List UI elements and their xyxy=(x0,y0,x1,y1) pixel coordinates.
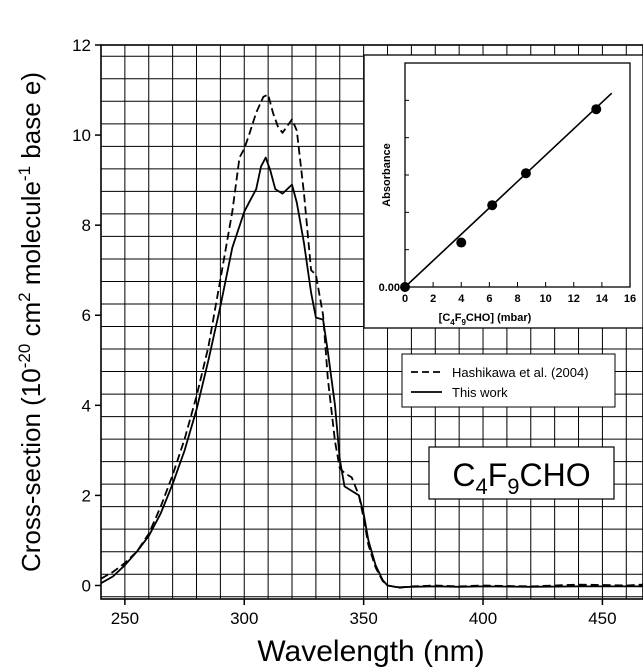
inset-data-point xyxy=(456,238,466,248)
y-axis-label-mid: cm xyxy=(16,302,46,344)
inset-x-tick-label: 16 xyxy=(624,293,636,305)
inset-x-tick-label: 12 xyxy=(568,293,580,305)
compound-label-sub1: 4 xyxy=(475,474,487,499)
x-tick-label: 450 xyxy=(588,609,616,628)
legend-label-hashikawa: Hashikawa et al. (2004) xyxy=(452,365,589,380)
y-axis-label: Cross-section (10-20 cm2 molecule-1 base… xyxy=(15,72,46,572)
compound-label-base: C xyxy=(452,457,475,493)
y-tick-label: 6 xyxy=(82,306,91,325)
inset-x-tick-label: 14 xyxy=(596,293,609,305)
y-axis-label-exp1: -20 xyxy=(15,344,34,369)
inset-ylabel: Absorbance xyxy=(381,143,393,207)
inset-x-tick-label: 8 xyxy=(514,293,520,305)
compound-label-sub2: 9 xyxy=(507,474,519,499)
inset-x-tick-label: 0 xyxy=(402,293,408,305)
compound-label-mid: F xyxy=(488,457,508,493)
inset-x-tick-label: 4 xyxy=(458,293,465,305)
inset-x-tick-label: 2 xyxy=(430,293,436,305)
inset-data-point xyxy=(487,200,497,210)
y-tick-label: 12 xyxy=(72,36,91,55)
y-tick-label: 2 xyxy=(82,486,91,505)
compound-label: C4F9CHO xyxy=(452,457,590,499)
legend-label-this-work: This work xyxy=(452,385,508,400)
x-tick-label: 250 xyxy=(111,609,139,628)
y-axis-label-mid2: molecule xyxy=(16,181,46,292)
x-tick-label: 400 xyxy=(469,609,497,628)
y-tick-label: 0 xyxy=(82,576,91,595)
inset-xlabel-post: CHO] (mbar) xyxy=(466,312,532,324)
x-tick-label: 350 xyxy=(349,609,377,628)
y-tick-label: 8 xyxy=(82,216,91,235)
x-axis-label: Wavelength (nm) xyxy=(257,635,484,668)
compound-label-post: CHO xyxy=(520,457,591,493)
y-tick-label: 4 xyxy=(82,396,91,415)
inset-xlabel-pre: [C xyxy=(439,312,451,324)
legend-box xyxy=(402,354,615,407)
y-axis-label-post: base e) xyxy=(16,72,46,166)
x-tick-label: 300 xyxy=(230,609,258,628)
inset-data-point xyxy=(591,104,601,114)
inset-data-point xyxy=(521,168,531,178)
y-tick-label: 10 xyxy=(72,126,91,145)
inset-x-tick-label: 10 xyxy=(540,293,552,305)
y-axis-label-exp2: 2 xyxy=(15,292,34,301)
y-axis-label-pre: Cross-section (10 xyxy=(16,368,46,572)
inset-x-tick-label: 6 xyxy=(486,293,492,305)
inset-data-point xyxy=(400,282,410,292)
inset-y-tick-label: 0.00 xyxy=(379,282,400,294)
y-axis-label-exp3: -1 xyxy=(15,166,34,181)
